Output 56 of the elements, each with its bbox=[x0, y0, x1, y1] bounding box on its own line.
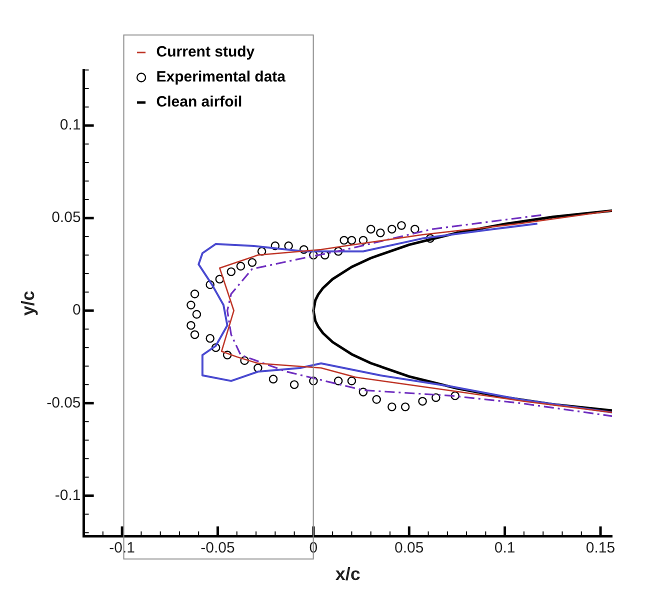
point bbox=[410, 224, 420, 234]
point bbox=[192, 310, 202, 319]
point bbox=[190, 330, 200, 340]
point bbox=[418, 396, 427, 406]
point bbox=[254, 364, 262, 372]
point bbox=[376, 228, 385, 238]
point bbox=[226, 267, 236, 276]
point bbox=[347, 236, 356, 245]
point bbox=[347, 376, 356, 386]
point bbox=[358, 236, 368, 245]
point bbox=[358, 388, 368, 396]
legend-label: Experimental data bbox=[156, 68, 286, 86]
y-tick-label: 0.05 bbox=[52, 209, 81, 226]
point bbox=[206, 334, 214, 343]
point bbox=[388, 224, 396, 234]
y-tick-label: -0.05 bbox=[46, 394, 81, 412]
point bbox=[388, 402, 396, 412]
point bbox=[257, 246, 266, 256]
point bbox=[299, 245, 308, 254]
point bbox=[248, 258, 257, 267]
point bbox=[211, 343, 220, 352]
x-tick-label: -0.05 bbox=[200, 540, 235, 557]
point bbox=[334, 246, 343, 256]
point bbox=[400, 402, 410, 412]
point bbox=[309, 376, 318, 386]
y-tick-label: -0.1 bbox=[54, 486, 81, 504]
legend-label: Current study bbox=[156, 44, 256, 61]
x-tick-label: 0.15 bbox=[586, 540, 616, 557]
point bbox=[426, 234, 435, 243]
point bbox=[372, 395, 381, 404]
x-axis-title: x/c bbox=[335, 564, 360, 584]
x-tick-label: 0.05 bbox=[394, 540, 424, 557]
point bbox=[334, 376, 343, 386]
point bbox=[270, 241, 280, 250]
point bbox=[236, 262, 246, 271]
y-tick-label: 0.1 bbox=[60, 116, 81, 134]
point bbox=[432, 393, 440, 402]
point bbox=[206, 280, 214, 290]
point bbox=[240, 356, 249, 365]
point bbox=[366, 224, 376, 234]
point bbox=[397, 221, 406, 230]
point bbox=[215, 274, 224, 284]
point bbox=[186, 300, 196, 310]
x-tick-label: 0 bbox=[309, 540, 318, 557]
point bbox=[222, 350, 232, 360]
y-axis-title: y/c bbox=[18, 290, 38, 316]
x-tick-label: -0.1 bbox=[109, 540, 135, 557]
point bbox=[268, 374, 278, 384]
point bbox=[290, 380, 299, 390]
point bbox=[186, 321, 196, 330]
y-tick-label: 0 bbox=[72, 302, 81, 319]
point bbox=[450, 391, 460, 400]
legend-label: Clean airfoil bbox=[156, 94, 242, 111]
x-tick-label: 0.1 bbox=[494, 540, 516, 557]
point bbox=[340, 236, 348, 245]
point bbox=[190, 290, 200, 298]
